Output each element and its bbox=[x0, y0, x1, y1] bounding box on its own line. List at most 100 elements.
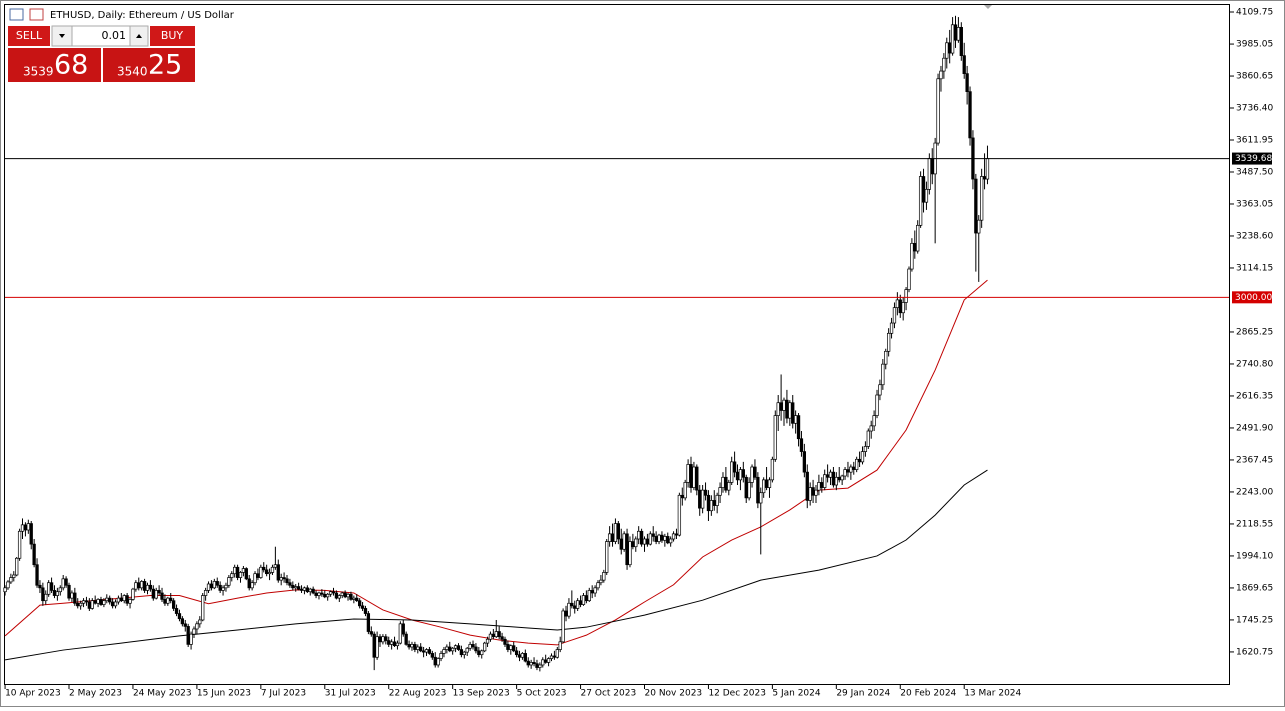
candle-body bbox=[474, 646, 478, 652]
icon bbox=[9, 8, 24, 21]
candle-body bbox=[840, 475, 844, 481]
candle-body bbox=[227, 577, 231, 586]
candle-body bbox=[488, 633, 493, 640]
candle-body bbox=[58, 587, 62, 593]
candle-body bbox=[529, 662, 533, 666]
candle-body bbox=[523, 653, 527, 662]
y-tick-label: 2865.25 bbox=[1236, 327, 1273, 337]
candle-body bbox=[233, 566, 237, 575]
candle-body bbox=[578, 600, 583, 605]
bid-main: 3539 bbox=[23, 65, 54, 79]
candle-body bbox=[259, 566, 263, 578]
y-tick-label: 4109.75 bbox=[1236, 8, 1273, 18]
x-tick-label: 5 Jan 2024 bbox=[772, 689, 820, 699]
candle-body bbox=[186, 626, 190, 645]
candle-body bbox=[683, 482, 687, 499]
sell-button[interactable] bbox=[8, 26, 50, 46]
buy-button[interactable] bbox=[150, 26, 195, 46]
candle-body bbox=[555, 649, 559, 658]
candle-body bbox=[910, 242, 914, 270]
candle-body bbox=[573, 605, 577, 609]
candle-body bbox=[201, 595, 205, 621]
candle-body bbox=[320, 592, 324, 595]
candle-body bbox=[326, 593, 330, 598]
candle-body bbox=[936, 78, 940, 144]
candle-body bbox=[526, 660, 530, 666]
candle-body bbox=[148, 584, 153, 590]
candle-body bbox=[453, 645, 458, 649]
candle-body bbox=[642, 538, 647, 545]
icon bbox=[29, 8, 44, 21]
candle-body bbox=[648, 533, 652, 545]
candle-body bbox=[171, 600, 176, 609]
trade-panel: SELL 0.01 BUY 3539 68 3540 25 bbox=[8, 25, 195, 82]
candle-body bbox=[764, 479, 769, 488]
y-tick-label: 3363.05 bbox=[1236, 199, 1273, 209]
candle-body bbox=[770, 458, 775, 481]
candle-body bbox=[977, 219, 981, 234]
candle-body bbox=[680, 494, 684, 499]
candle-body bbox=[331, 591, 336, 594]
candle-body bbox=[750, 466, 754, 483]
candle-body bbox=[878, 384, 882, 396]
bid-pips: 68 bbox=[54, 50, 88, 81]
candle-body bbox=[866, 430, 870, 447]
candle-body bbox=[494, 631, 498, 638]
candle-body bbox=[939, 70, 943, 80]
candle-body bbox=[64, 578, 68, 586]
candle-body bbox=[195, 623, 199, 630]
candle-body bbox=[17, 530, 22, 559]
ask-pips: 25 bbox=[148, 50, 182, 81]
candle-body bbox=[445, 646, 449, 650]
candle-body bbox=[267, 572, 272, 575]
candle-body bbox=[767, 479, 772, 488]
candle-body bbox=[584, 595, 589, 602]
candle-body bbox=[41, 587, 45, 602]
x-tick-label: 20 Feb 2024 bbox=[900, 689, 956, 699]
shift-marker bbox=[984, 5, 992, 9]
candle-body bbox=[820, 482, 824, 488]
candle-body bbox=[506, 644, 510, 650]
candle-body bbox=[349, 593, 353, 600]
y-tick-label: 2367.45 bbox=[1236, 455, 1273, 465]
candle-body bbox=[372, 633, 376, 658]
candle-body bbox=[863, 446, 868, 452]
candle-body bbox=[163, 599, 167, 604]
candle-body bbox=[174, 608, 179, 614]
candle-body bbox=[590, 590, 594, 594]
candle-body bbox=[416, 646, 420, 650]
candle-body bbox=[334, 592, 339, 599]
candle-body bbox=[131, 588, 135, 600]
candle-body bbox=[741, 469, 745, 478]
plot-area bbox=[3, 15, 1229, 672]
ask-box[interactable] bbox=[103, 48, 195, 82]
candle-body bbox=[381, 636, 385, 643]
candle-body bbox=[628, 541, 632, 566]
candle-body bbox=[552, 655, 557, 658]
candle-body bbox=[686, 464, 690, 483]
candle-body bbox=[901, 302, 905, 314]
candle-body bbox=[140, 581, 144, 589]
candle-body bbox=[666, 536, 670, 544]
candle-body bbox=[468, 644, 472, 649]
candle-body bbox=[982, 176, 987, 180]
y-tick-label: 2491.90 bbox=[1236, 423, 1273, 433]
candle-body bbox=[6, 581, 10, 589]
candle-body bbox=[924, 188, 929, 203]
candle-body bbox=[291, 584, 295, 589]
candle-body bbox=[782, 399, 786, 411]
candle-body bbox=[980, 176, 984, 221]
candle-body bbox=[346, 593, 350, 598]
candle-body bbox=[363, 608, 368, 614]
candle-body bbox=[480, 650, 484, 656]
candle-body bbox=[744, 476, 748, 499]
price-label-box bbox=[1232, 291, 1272, 304]
candle-body bbox=[619, 538, 623, 550]
bid-box[interactable] bbox=[8, 48, 101, 82]
candle-body bbox=[695, 466, 699, 491]
candle-body bbox=[84, 600, 89, 603]
candle-body bbox=[378, 636, 382, 643]
candle-body bbox=[596, 582, 600, 589]
candle-body bbox=[825, 474, 830, 478]
candle-body bbox=[401, 623, 405, 635]
